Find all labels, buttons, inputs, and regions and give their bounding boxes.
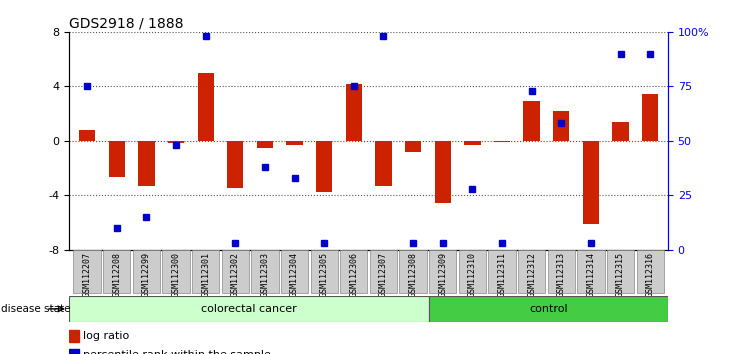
- Text: percentile rank within the sample: percentile rank within the sample: [83, 350, 271, 354]
- FancyBboxPatch shape: [399, 251, 427, 293]
- Text: GSM112310: GSM112310: [468, 252, 477, 297]
- Text: GSM112302: GSM112302: [231, 252, 239, 297]
- FancyBboxPatch shape: [340, 251, 367, 293]
- Text: GSM112208: GSM112208: [112, 252, 121, 297]
- Text: GSM112305: GSM112305: [320, 252, 328, 297]
- FancyBboxPatch shape: [69, 296, 429, 322]
- Text: GSM112299: GSM112299: [142, 252, 151, 297]
- Bar: [316, 141, 332, 193]
- Text: GSM112307: GSM112307: [379, 252, 388, 297]
- Bar: [375, 141, 391, 185]
- Bar: [138, 141, 155, 185]
- Text: GSM112304: GSM112304: [290, 252, 299, 297]
- FancyBboxPatch shape: [162, 251, 190, 293]
- FancyBboxPatch shape: [133, 251, 160, 293]
- Text: GSM112301: GSM112301: [201, 252, 210, 297]
- Bar: [109, 141, 125, 177]
- Bar: [553, 111, 569, 141]
- FancyBboxPatch shape: [251, 251, 279, 293]
- FancyBboxPatch shape: [192, 251, 219, 293]
- FancyBboxPatch shape: [74, 251, 101, 293]
- Bar: [583, 141, 599, 224]
- Text: disease state: disease state: [1, 304, 70, 314]
- FancyBboxPatch shape: [429, 296, 668, 322]
- FancyBboxPatch shape: [429, 251, 456, 293]
- FancyBboxPatch shape: [370, 251, 397, 293]
- Bar: [642, 95, 658, 141]
- Bar: [612, 122, 629, 141]
- Bar: [168, 141, 184, 143]
- Text: control: control: [529, 304, 567, 314]
- Bar: [405, 141, 421, 152]
- Bar: [198, 73, 214, 141]
- Text: GSM112308: GSM112308: [409, 252, 418, 297]
- Text: GSM112316: GSM112316: [645, 252, 655, 297]
- Text: GSM112306: GSM112306: [350, 252, 358, 297]
- FancyBboxPatch shape: [637, 251, 664, 293]
- Text: GDS2918 / 1888: GDS2918 / 1888: [69, 17, 184, 31]
- FancyBboxPatch shape: [103, 251, 131, 293]
- FancyBboxPatch shape: [222, 251, 249, 293]
- FancyBboxPatch shape: [548, 251, 575, 293]
- Text: GSM112303: GSM112303: [261, 252, 269, 297]
- Bar: [464, 141, 480, 145]
- Text: GSM112309: GSM112309: [438, 252, 447, 297]
- Text: GSM112315: GSM112315: [616, 252, 625, 297]
- Bar: [79, 130, 96, 141]
- Text: colorectal cancer: colorectal cancer: [201, 304, 297, 314]
- Text: GSM112207: GSM112207: [82, 252, 92, 297]
- Text: GSM112312: GSM112312: [527, 252, 536, 297]
- Bar: [346, 84, 362, 141]
- Bar: [494, 141, 510, 142]
- Bar: [69, 330, 80, 342]
- Bar: [257, 141, 273, 148]
- Text: GSM112300: GSM112300: [172, 252, 180, 297]
- Bar: [69, 349, 80, 354]
- FancyBboxPatch shape: [577, 251, 604, 293]
- Text: GSM112311: GSM112311: [498, 252, 507, 297]
- Text: log ratio: log ratio: [83, 331, 129, 341]
- Text: GSM112313: GSM112313: [557, 252, 566, 297]
- Text: GSM112314: GSM112314: [586, 252, 596, 297]
- FancyBboxPatch shape: [607, 251, 634, 293]
- Bar: [523, 101, 539, 141]
- Bar: [227, 141, 243, 188]
- FancyBboxPatch shape: [310, 251, 338, 293]
- FancyBboxPatch shape: [488, 251, 515, 293]
- Bar: [434, 141, 451, 203]
- FancyBboxPatch shape: [518, 251, 545, 293]
- FancyBboxPatch shape: [281, 251, 308, 293]
- Bar: [286, 141, 303, 145]
- FancyBboxPatch shape: [458, 251, 486, 293]
